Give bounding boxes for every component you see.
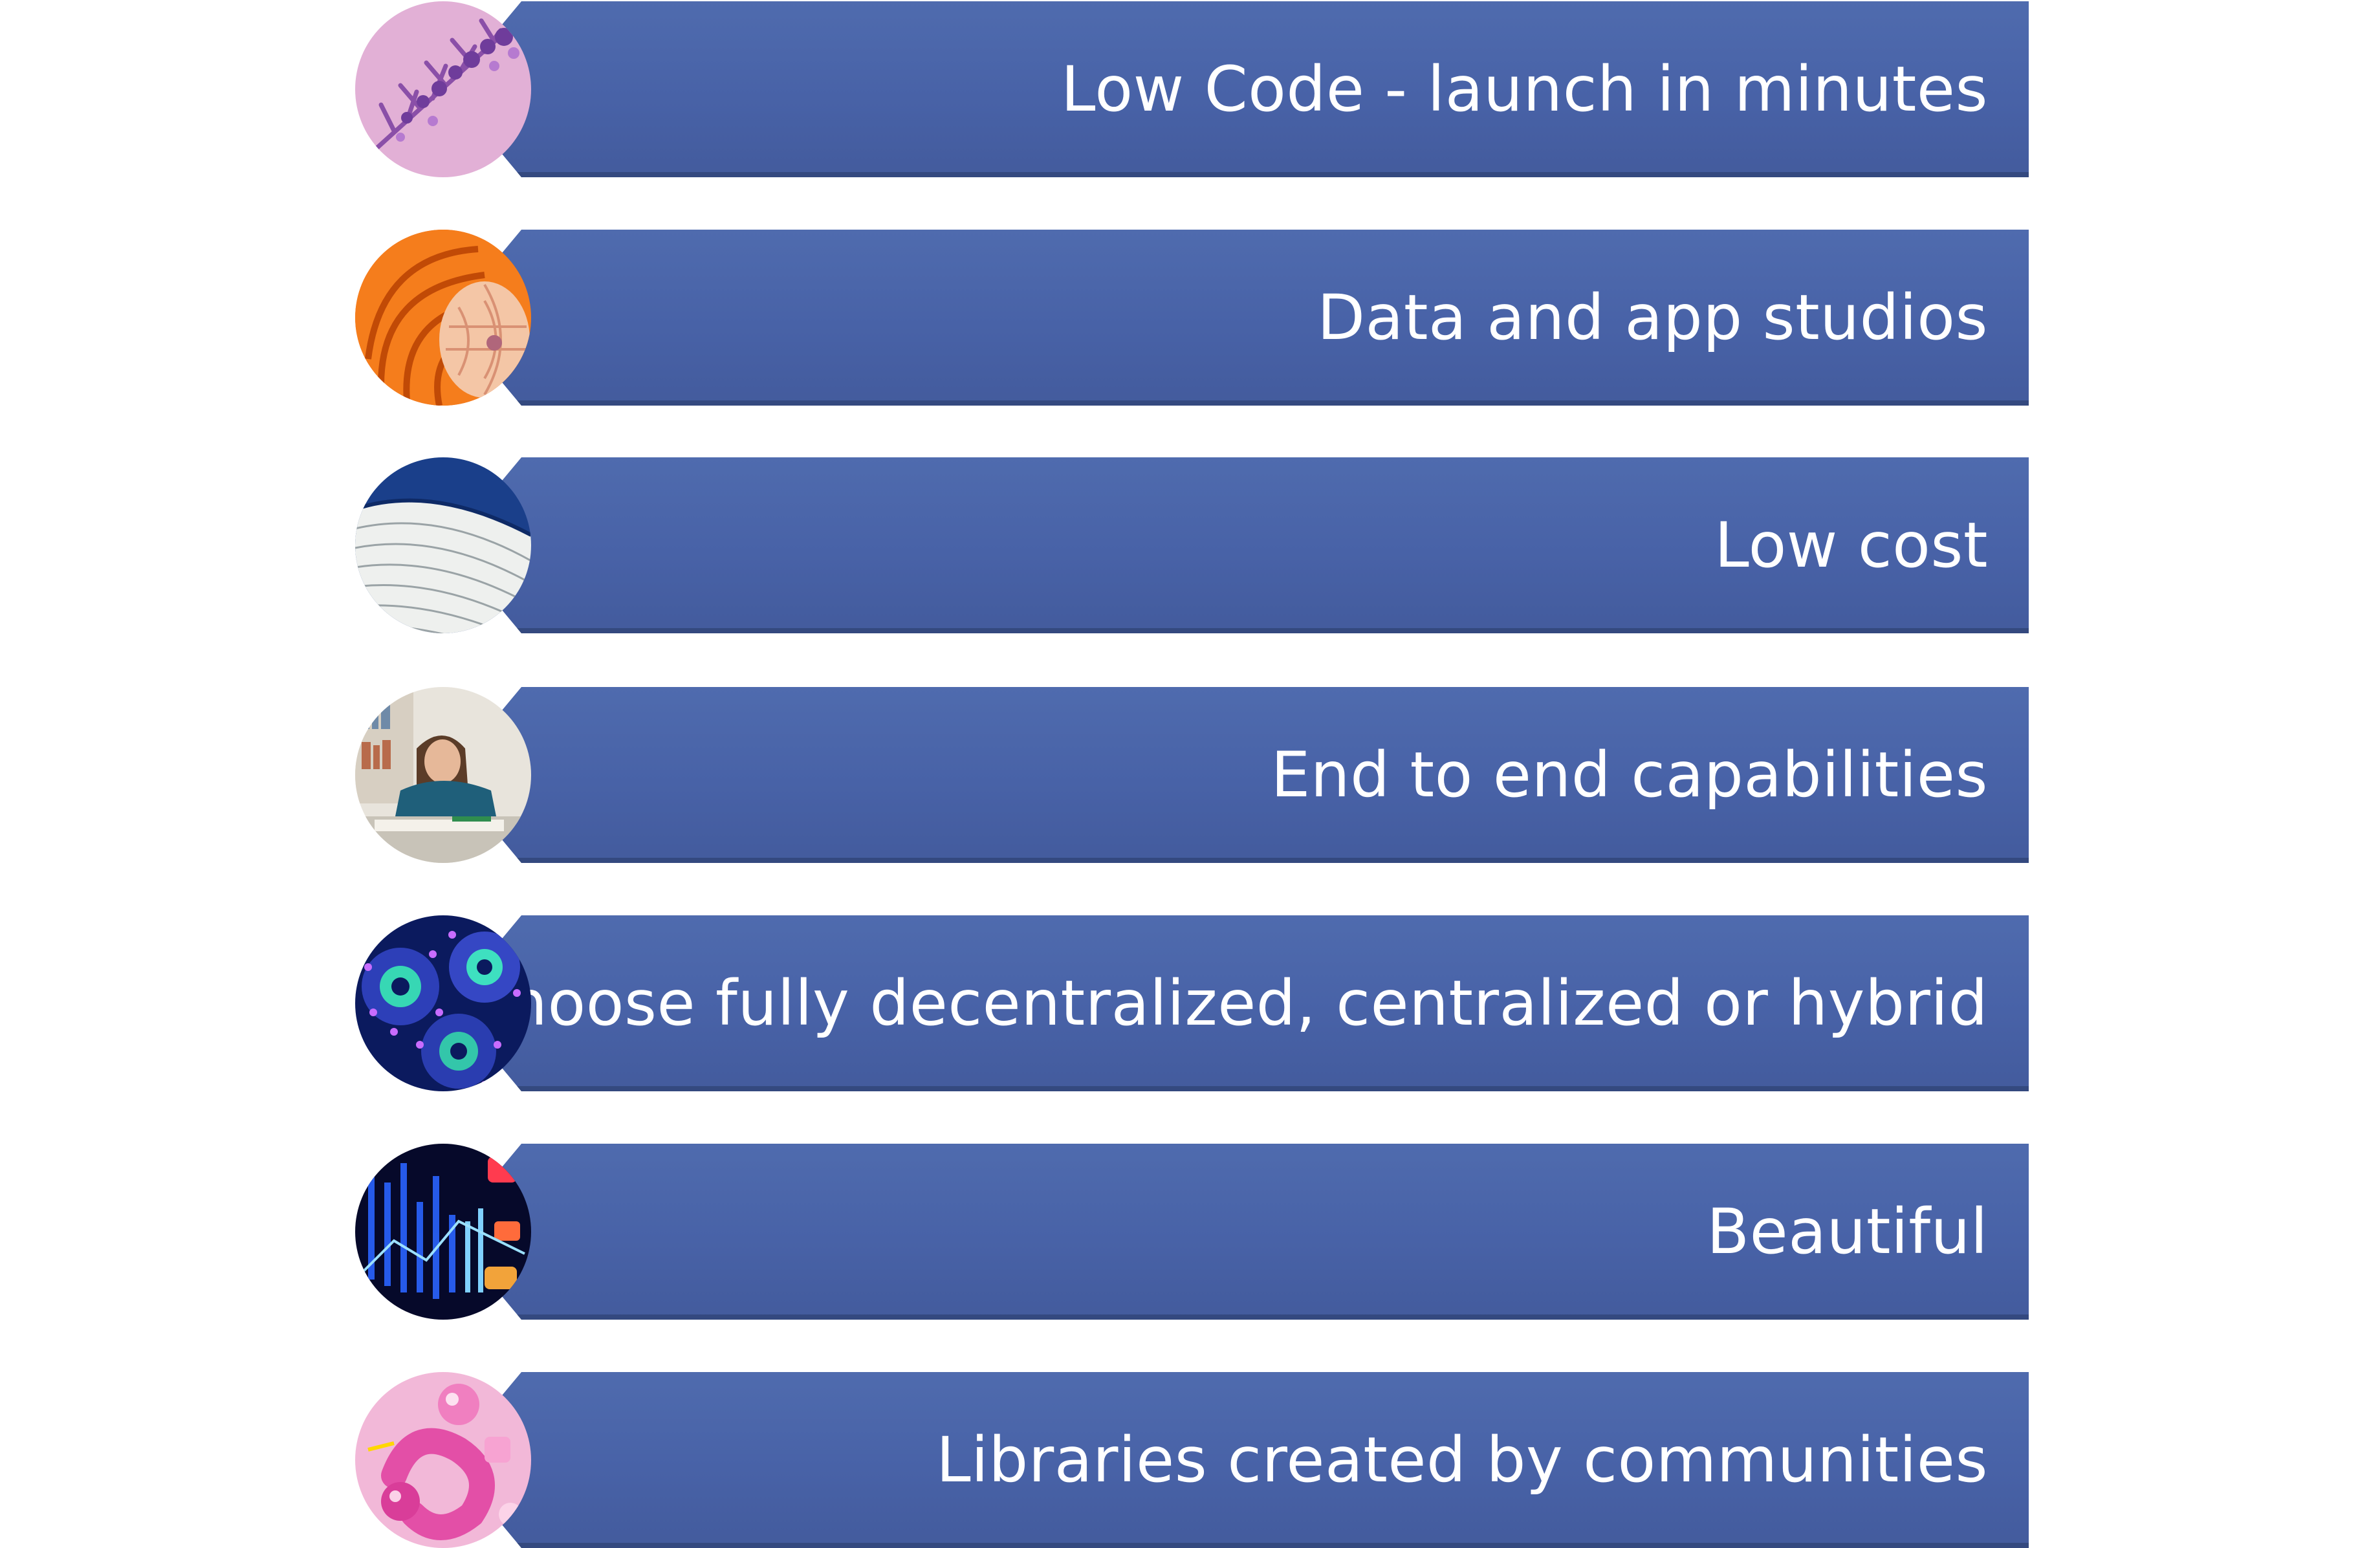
- feature-bar: Low Code - launch in minutes: [502, 1, 2029, 177]
- feature-label: Choose fully decentralized, centralized …: [464, 967, 1988, 1040]
- feature-row: Choose fully decentralized, centralized …: [0, 915, 2380, 1091]
- girl-drawing-image: [355, 687, 531, 863]
- feature-bar: Choose fully decentralized, centralized …: [502, 915, 2029, 1091]
- feature-row: Libraries created by communities: [0, 1372, 2380, 1548]
- feature-label: Data and app studios: [1317, 281, 1988, 354]
- pink-abstract-shapes-image: [355, 1372, 531, 1548]
- curved-architecture-image: [355, 457, 531, 633]
- feature-label: Beautiful: [1707, 1195, 1988, 1268]
- feature-row: End to end capabilities: [0, 687, 2380, 863]
- feature-label: Low cost: [1714, 509, 1988, 582]
- feature-label: End to end capabilities: [1271, 739, 1988, 811]
- feature-label: Low Code - launch in minutes: [1061, 53, 1988, 125]
- feature-row: Beautiful: [0, 1144, 2380, 1320]
- feature-row: Low Code - launch in minutes: [0, 1, 2380, 177]
- lavender-sprig-image: [355, 1, 531, 177]
- feature-bar: End to end capabilities: [502, 687, 2029, 863]
- feature-bar: Data and app studios: [502, 230, 2029, 406]
- feature-label: Libraries created by communities: [936, 1424, 1988, 1496]
- feature-bar: Beautiful: [502, 1144, 2029, 1320]
- neon-data-lights-image: [355, 1144, 531, 1320]
- coral-polyps-image: [355, 915, 531, 1091]
- nautilus-shell-image: [355, 230, 531, 406]
- feature-bar: Low cost: [502, 457, 2029, 633]
- feature-bar: Libraries created by communities: [502, 1372, 2029, 1548]
- feature-row: Data and app studios: [0, 230, 2380, 406]
- feature-row: Low cost: [0, 457, 2380, 633]
